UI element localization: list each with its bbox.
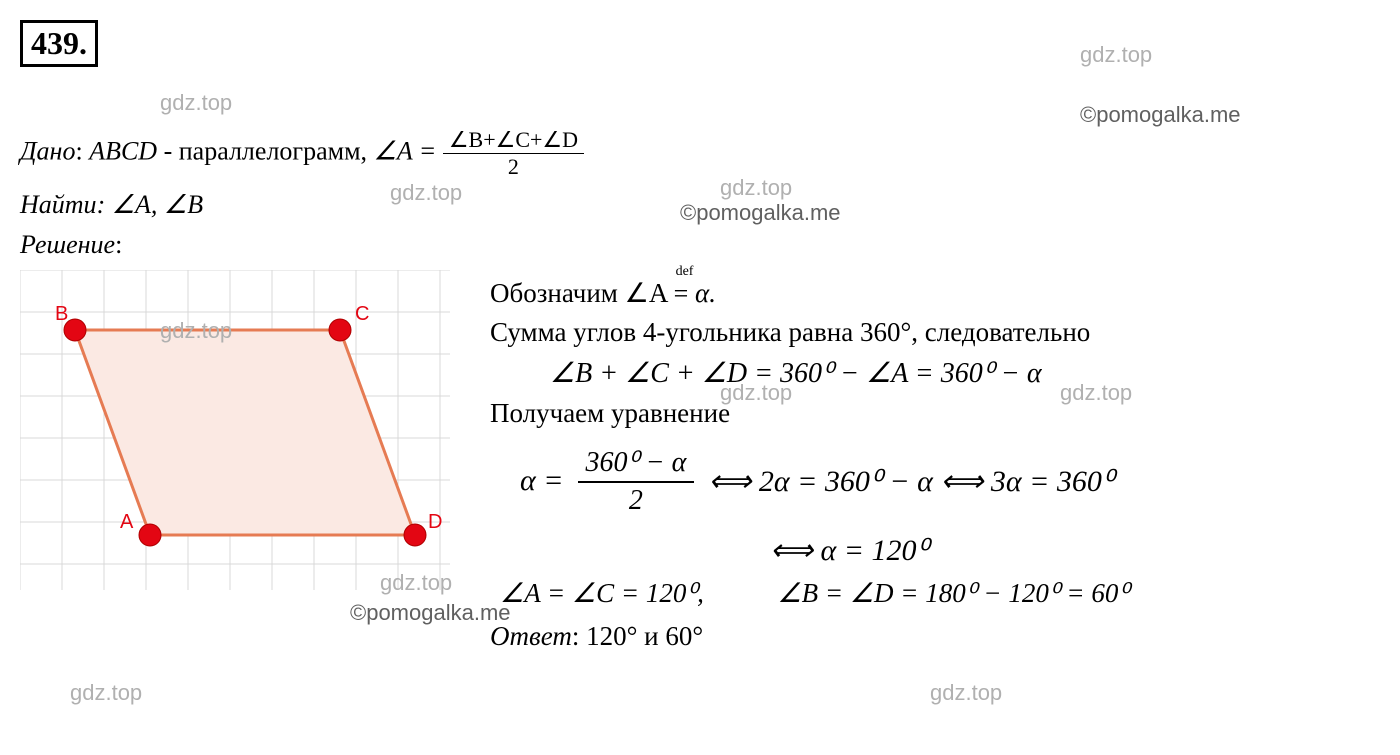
body-line4: Получаем уравнение	[490, 398, 1380, 429]
find-label: Найти	[20, 190, 97, 219]
given-label: Дано	[20, 136, 75, 165]
given-section: Дано: ABCD - параллелограмм, ∠A = ∠B+∠C+…	[20, 127, 1380, 260]
solution-colon: :	[115, 230, 122, 259]
solution-label: Решение	[20, 230, 115, 259]
watermark-gdz: gdz.top	[70, 680, 142, 706]
parallelogram-diagram: B C A D	[20, 270, 450, 590]
find-line: Найти: ∠A, ∠B	[20, 190, 1380, 220]
svg-text:B: B	[55, 303, 68, 325]
given-subject: ABCD	[89, 136, 157, 165]
equation-fraction: 360⁰ − α 2	[578, 443, 695, 519]
body-line3: ∠B + ∠C + ∠D = 360⁰ − ∠A = 360⁰ − α	[550, 356, 1380, 390]
answer: Ответ: 120° и 60°	[490, 621, 1380, 652]
fraction-numerator: ∠B+∠C+∠D	[443, 127, 584, 154]
given-colon: :	[75, 136, 89, 165]
find-text: : ∠A, ∠B	[97, 190, 204, 219]
given-desc: - параллелограмм,	[157, 136, 373, 165]
watermark-gdz: gdz.top	[160, 90, 232, 116]
problem-number: 439.	[20, 20, 98, 67]
svg-text:A: A	[120, 511, 134, 533]
given-fraction: ∠B+∠C+∠D 2	[443, 127, 584, 180]
content-row: B C A D Обозначим ∠A def= α. Сумма углов 4-…	[20, 270, 1380, 652]
given-line: Дано: ABCD - параллелограмм, ∠A = ∠B+∠C+…	[20, 127, 1380, 180]
body-line1: Обозначим ∠A def= α.	[490, 278, 1380, 309]
svg-text:C: C	[355, 303, 369, 325]
svg-text:D: D	[428, 511, 442, 533]
body-equation-2: ⟺ α = 120⁰	[770, 533, 1380, 568]
body-line2: Сумма углов 4-угольника равна 360°, след…	[490, 317, 1380, 348]
body-equation: α = 360⁰ − α 2 ⟺ 2α = 360⁰ − α ⟺ 3α = 36…	[520, 443, 1380, 519]
watermark-pomogalka: ©pomogalka.me	[1080, 102, 1241, 128]
solution-line: Решение:	[20, 230, 1380, 260]
watermark-gdz: gdz.top	[1080, 42, 1152, 68]
given-angle-eq: ∠A =	[374, 136, 443, 165]
fraction-denominator: 2	[443, 154, 584, 180]
solution-body: Обозначим ∠A def= α. Сумма углов 4-уголь…	[490, 270, 1380, 652]
watermark-gdz: gdz.top	[930, 680, 1002, 706]
body-results: ∠A = ∠C = 120⁰, ∠B = ∠D = 180⁰ − 120⁰ = …	[500, 578, 1380, 609]
diagram-column: B C A D	[20, 270, 450, 652]
